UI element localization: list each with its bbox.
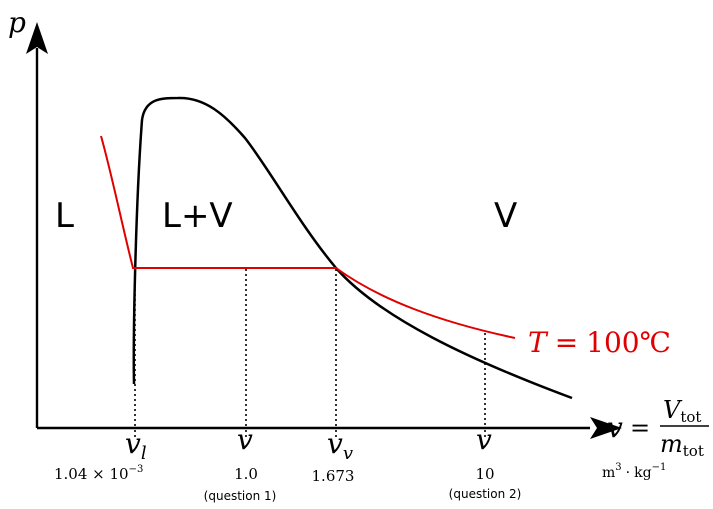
- fraction-denominator: mtot: [660, 430, 704, 460]
- isotherm-label: T = 100℃: [528, 326, 671, 359]
- marker-vv-value: 1.673: [312, 467, 355, 485]
- isotherm-curve: [100, 135, 516, 339]
- marker-v2-value: 10: [475, 465, 494, 483]
- marker-v2-note: (question 2): [449, 487, 522, 501]
- marker-vl-value: 1.04 × 10−3: [54, 464, 143, 483]
- saturation-dome: [132, 96, 573, 400]
- marker-vl-symbol: vl: [125, 427, 147, 464]
- region-mixture-label: L+V: [162, 196, 233, 236]
- y-axis-label: p: [8, 6, 26, 39]
- marker-v1-value: 1.0: [234, 465, 258, 483]
- region-vapor-label: V: [494, 196, 517, 236]
- fraction-numerator: Vtot: [663, 396, 701, 426]
- x-axis-label-eq: =: [630, 414, 650, 442]
- marker-v1-note: (question 1): [204, 489, 277, 503]
- marker-v2-symbol: v: [476, 423, 492, 456]
- marker-vv-symbol: vv: [327, 427, 353, 464]
- x-axis-arrowhead: [590, 417, 622, 439]
- marker-v1-symbol: v: [237, 423, 253, 456]
- x-axis-label-var: v: [607, 411, 623, 444]
- y-axis-arrowhead: [26, 22, 48, 54]
- region-liquid-label: L: [55, 196, 74, 236]
- x-axis-units: m3 · kg−1: [602, 462, 666, 481]
